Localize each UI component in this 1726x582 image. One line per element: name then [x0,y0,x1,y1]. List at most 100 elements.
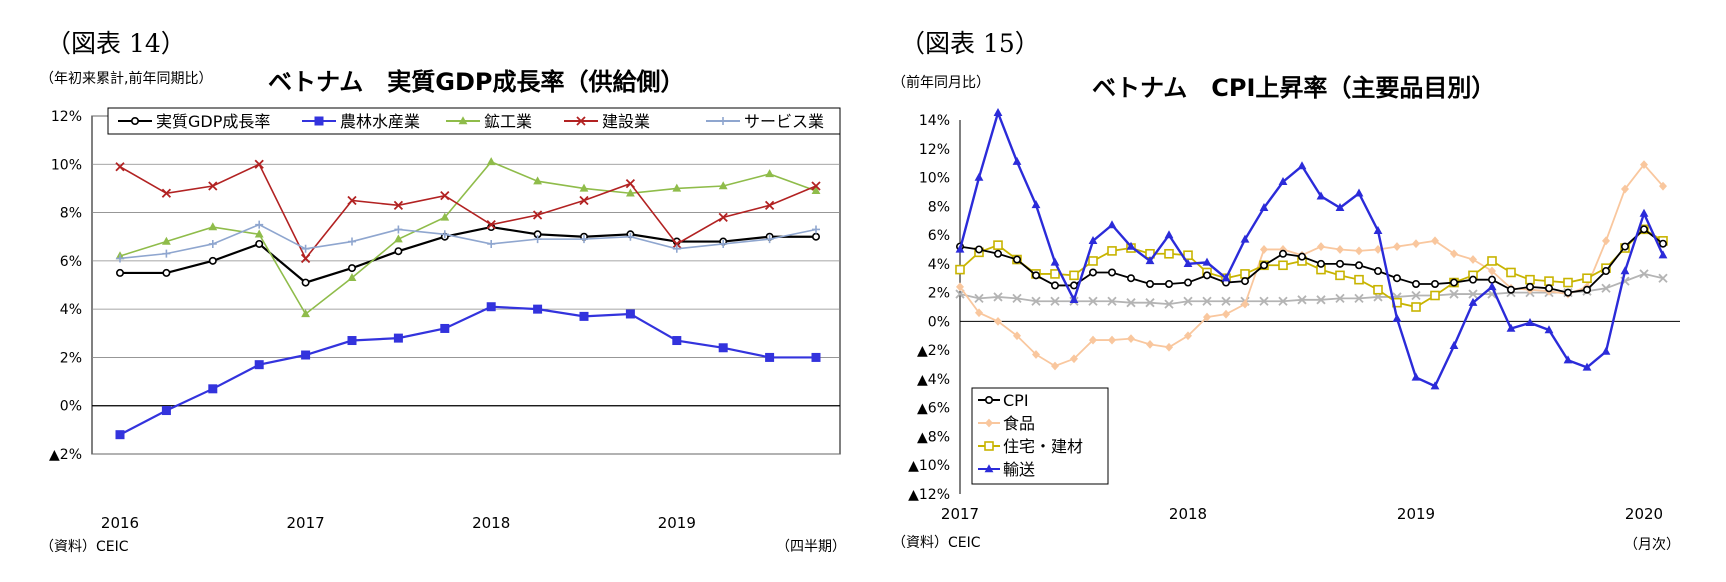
data-point [993,108,1003,117]
data-point [1411,372,1421,381]
data-point [1051,281,1060,290]
data-point [1354,274,1364,285]
data-point [1164,230,1174,239]
data-point [1184,331,1192,341]
data-point [1203,312,1211,322]
x-year-label: 2016 [101,514,139,532]
data-point [300,253,311,264]
data-point [347,195,357,206]
data-point [1202,296,1212,306]
data-point [1525,274,1535,285]
series-line [119,160,817,316]
data-point [1374,245,1382,254]
x-year-label: 2017 [287,514,325,532]
data-point [254,159,264,169]
data-point [1070,354,1078,364]
y-tick-label: 6% [60,254,82,270]
data-point [162,249,171,258]
data-point [1164,299,1174,309]
data-point [301,244,310,253]
data-point [1658,239,1667,248]
data-point [1449,278,1458,287]
y-tick-label: 2% [60,350,82,366]
data-point [1431,236,1439,246]
x-year-label: 2018 [1169,505,1207,523]
data-point [1563,277,1573,288]
data-point [994,316,1002,326]
data-point [254,229,264,238]
data-point [1525,318,1535,327]
data-point [1278,260,1288,271]
data-point [532,210,543,220]
data-point [347,264,356,273]
data-point [811,352,821,362]
data-point [1544,325,1554,334]
data-point [162,236,171,245]
data-point [1012,156,1022,165]
data-point [1069,295,1079,304]
series-住宅・建材 [955,224,1668,312]
data-point [255,220,264,229]
data-point [1013,331,1021,341]
data-point [1411,290,1421,301]
data-point [1621,184,1629,194]
data-point [1241,299,1249,309]
data-point [625,178,636,189]
data-point [1506,267,1516,278]
y-tick-label: 12% [919,142,950,158]
data-point [1449,289,1459,299]
data-point [347,272,357,281]
data-point [394,234,403,243]
data-point [208,256,217,265]
data-point [1373,284,1383,295]
data-point [985,418,993,428]
y-tick-label: ▲2% [49,447,82,463]
data-point [393,200,404,210]
data-point [1183,259,1193,268]
chart-title: ベトナム 実質GDP成長率（供給側） [268,68,685,96]
data-point [1601,283,1611,293]
data-point [486,302,496,312]
data-point [208,181,218,191]
legend-label: 農林水産業 [340,112,420,131]
data-point [1317,242,1325,251]
data-point [208,384,218,394]
data-point [974,172,984,181]
data-point [764,200,775,210]
data-point [672,244,681,253]
y-tick-label: ▲6% [917,401,950,417]
data-point [1107,246,1117,256]
data-point [116,268,125,277]
series-CPI [956,225,1667,297]
data-point [440,323,450,333]
data-point [1487,282,1497,291]
data-point [1165,342,1173,352]
data-point [1240,277,1249,286]
data-point [1487,275,1496,284]
series-line [958,109,1665,388]
data-point [533,235,542,244]
data-point [533,304,543,314]
data-point [1430,381,1440,390]
data-point [1392,313,1402,322]
data-point [1582,362,1592,371]
data-point [301,350,311,360]
data-point [1640,160,1648,169]
series-line [119,305,816,436]
data-point [984,464,994,473]
data-point [765,235,774,244]
data-point [1032,271,1041,280]
data-point [1183,278,1192,287]
data-point [1089,335,1097,345]
data-point [1563,355,1573,364]
data-point [1525,282,1534,291]
data-point [580,235,588,244]
data-point [208,222,218,231]
data-point [1278,249,1287,258]
data-point [1468,289,1478,299]
data-point [1278,177,1288,186]
x-year-label: 2017 [941,505,979,523]
legend-label: 建設業 [602,112,650,131]
data-point [719,117,727,125]
